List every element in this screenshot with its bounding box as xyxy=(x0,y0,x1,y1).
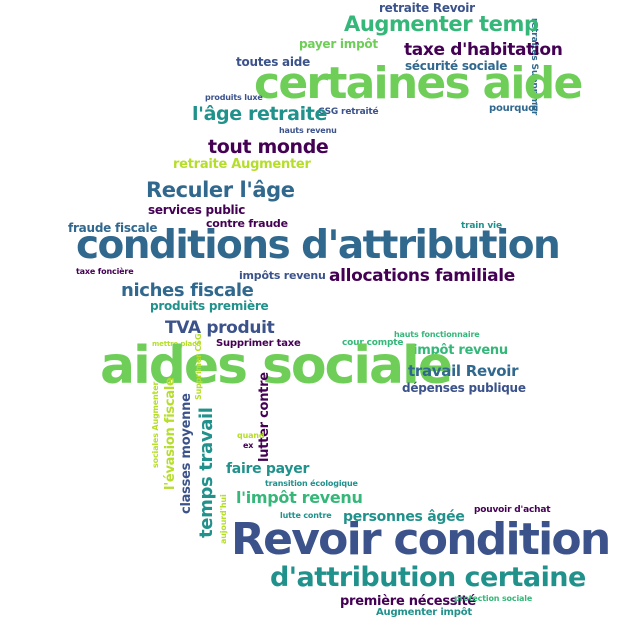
word-certaines-aide: certaines aide xyxy=(254,58,583,109)
word-travail-revoir: travail Revoir xyxy=(408,362,519,380)
word-pourquoi: pourquoi xyxy=(489,103,539,114)
word-supprimer-taxe: Supprimer taxe xyxy=(216,338,301,349)
word-premiere-necessite: première nécessité xyxy=(340,594,476,609)
word-services-public: services public xyxy=(148,203,246,217)
word-impot-revenu: impôt revenu xyxy=(413,343,508,358)
word-aujourdhui: aujourd'hui xyxy=(219,494,228,544)
word-revoir-condition: Revoir condition xyxy=(231,514,611,565)
word-impot-revenu-2: l'impôt revenu xyxy=(236,488,363,507)
word-niches-fiscale: niches fiscale xyxy=(121,280,254,301)
word-taxe-habitation: taxe d'habitation xyxy=(404,40,563,60)
word-produits-premiere: produits première xyxy=(150,299,269,313)
word-augmenter-impot: Augmenter impôt xyxy=(376,607,472,618)
word-impots-revenu: impôts revenu xyxy=(239,269,326,282)
word-toutes-aide: toutes aide xyxy=(236,55,311,69)
word-depenses-publique: dépenses publique xyxy=(402,381,526,395)
word-retraite-revoir: retraite Revoir xyxy=(379,1,475,15)
word-produits-luxe: produits luxe xyxy=(205,93,263,102)
word-pouvoir-achat: pouvoir d'achat xyxy=(474,505,551,515)
word-tout-monde: tout monde xyxy=(208,136,329,158)
word-payer-impot: payer impôt xyxy=(299,37,378,51)
word-supprimer-csg: Supprimer CSG xyxy=(194,333,203,400)
word-attribution-certaine: d'attribution certaine xyxy=(270,562,586,593)
word-taxe-fonciere: taxe foncière xyxy=(76,267,134,276)
word-temps-travail: temps travail xyxy=(196,407,217,538)
word-aides-sociale: aides sociale xyxy=(100,336,453,396)
word-mettre-place: mettre place xyxy=(152,340,201,348)
word-fraude-fiscale: fraude fiscale xyxy=(68,221,158,235)
word-transition-ecologique: transition écologique xyxy=(265,479,358,488)
word-hauts-fonctionnaire: hauts fonctionnaire xyxy=(394,330,480,339)
word-reculer-age: Reculer l'âge xyxy=(146,178,295,202)
word-personnes-agee: personnes âgée xyxy=(343,509,465,525)
word-sociales-augmenter: sociales Augmenter xyxy=(151,381,160,468)
word-quand: quand xyxy=(237,431,265,440)
word-train-vie: train vie xyxy=(461,221,502,231)
word-securite-sociale: sécurité sociale xyxy=(405,59,508,73)
word-protection-sociale: protection sociale xyxy=(454,594,533,603)
word-retraite-augmenter: retraite Augmenter xyxy=(173,157,311,172)
word-age-retraite: l'âge retraite xyxy=(192,103,327,125)
word-contre-fraude: contre fraude xyxy=(206,217,288,230)
word-cour-compte: cour compte xyxy=(342,338,404,348)
word-evasion-fiscale: l'évasion fiscale xyxy=(163,377,178,490)
word-allocations-familiale: allocations familiale xyxy=(329,266,515,286)
word-faire-payer: faire payer xyxy=(226,461,310,477)
word-tva-produit: TVA produit xyxy=(165,318,275,338)
word-hauts-revenu: hauts revenu xyxy=(279,126,337,135)
word-lutter-contre: lutter contre xyxy=(257,372,272,462)
word-augmenter-temp: Augmenter temp xyxy=(344,12,539,36)
word-lutte-contre: lutte contre xyxy=(280,511,332,520)
word-ex: ex xyxy=(243,441,254,450)
word-classes-moyenne: classes moyenne xyxy=(179,393,194,514)
word-conditions-attribution: conditions d'attribution xyxy=(76,223,561,268)
word-csg-retraite: CSG retraité xyxy=(318,107,379,117)
